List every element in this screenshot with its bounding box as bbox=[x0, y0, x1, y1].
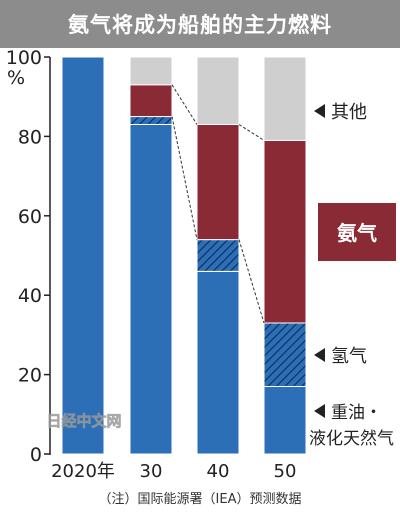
bar-hydrogen-1 bbox=[129, 116, 173, 125]
legend-marker-hydrogen bbox=[314, 348, 325, 362]
legend-marker-oil-lng bbox=[314, 404, 325, 418]
bar-hydrogen-3 bbox=[263, 322, 307, 388]
x-tick-label-1: 30 bbox=[140, 461, 163, 482]
bar-other-3 bbox=[263, 56, 307, 141]
watermark: 日经中文网 bbox=[46, 412, 121, 430]
bar-other-1 bbox=[129, 56, 173, 86]
bar-oil-lng-1 bbox=[129, 123, 173, 455]
x-tick-label-3: 50 bbox=[274, 461, 297, 482]
legend-label-ammonia: 氨气 bbox=[337, 221, 377, 245]
y-tick-label-80: 80 bbox=[18, 126, 42, 148]
bar-ammonia-3 bbox=[263, 139, 307, 324]
bar-ammonia-2 bbox=[196, 123, 240, 241]
y-axis-unit: % bbox=[7, 67, 25, 89]
bar-hydrogen-2 bbox=[196, 239, 240, 272]
y-tick-label-0: 0 bbox=[30, 444, 42, 466]
legend-label-hydrogen: 氢气 bbox=[331, 346, 367, 367]
y-tick-label-40: 40 bbox=[18, 285, 42, 307]
legend-label-oil-lng-line1: 重油・ bbox=[331, 403, 382, 423]
y-tick-label-60: 60 bbox=[18, 206, 42, 228]
bar-oil-lng-2 bbox=[196, 270, 240, 455]
legend-label-oil-lng-line2: 液化天然气 bbox=[309, 429, 394, 449]
legend-label-other: 其他 bbox=[331, 102, 367, 123]
bar-oil-lng-3 bbox=[263, 386, 307, 455]
title-bar: 氨气将成为船舶的主力燃料 bbox=[0, 0, 400, 48]
bar-ammonia-1 bbox=[129, 84, 173, 118]
connector-bottom-1 bbox=[171, 116, 198, 240]
legend-box-ammonia bbox=[318, 203, 396, 261]
bar-oil-lng-0 bbox=[61, 56, 105, 455]
connector-top-1 bbox=[171, 84, 198, 125]
chart-title: 氨气将成为船舶的主力燃料 bbox=[68, 13, 332, 37]
legend-marker-other bbox=[314, 104, 325, 118]
y-tick-label-20: 20 bbox=[18, 365, 42, 387]
connector-top-2 bbox=[238, 124, 265, 141]
bar-other-2 bbox=[196, 56, 240, 125]
footnote: （注）国际能源署（IEA）预测数据 bbox=[98, 492, 302, 507]
x-tick-label-2: 40 bbox=[207, 461, 230, 482]
y-tick-label-100: 100 bbox=[6, 47, 42, 69]
x-tick-label-0: 2020年 bbox=[51, 461, 115, 482]
connector-bottom-2 bbox=[238, 239, 265, 324]
